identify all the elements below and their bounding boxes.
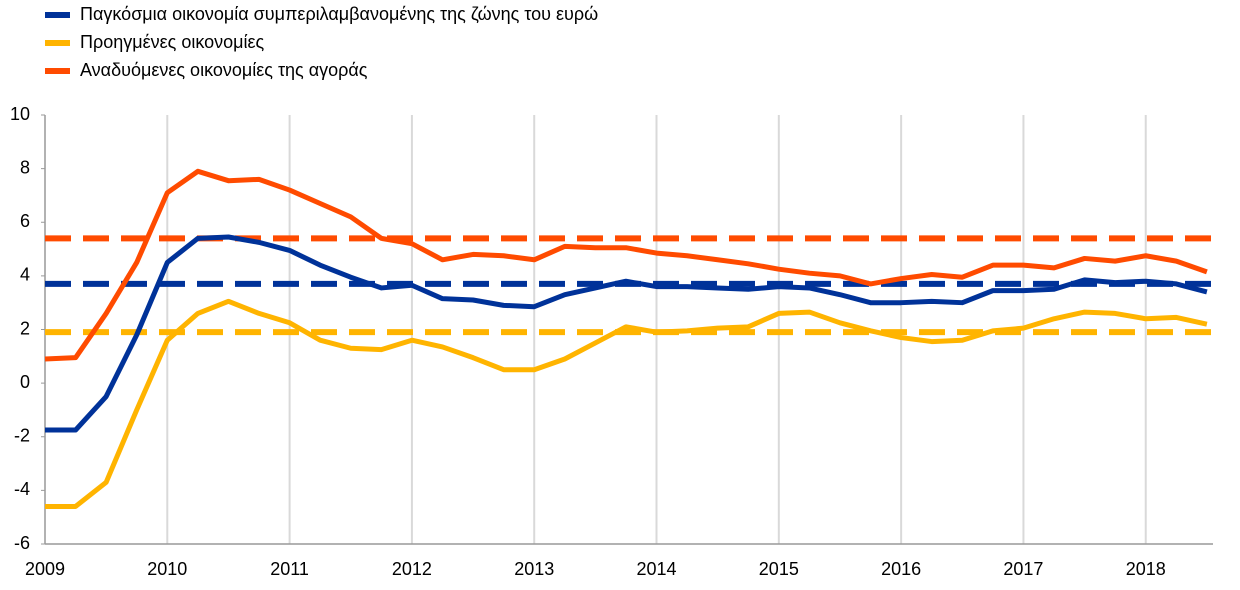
x-tick-label: 2013 (514, 559, 554, 579)
x-tick-label: 2012 (392, 559, 432, 579)
y-tick-label: 4 (20, 265, 30, 285)
x-tick-label: 2010 (147, 559, 187, 579)
y-tick-label: -6 (14, 533, 30, 553)
y-tick-label: 0 (20, 372, 30, 392)
x-tick-label: 2018 (1126, 559, 1166, 579)
x-tick-label: 2009 (25, 559, 65, 579)
legend-label: Αναδυόμενες οικονομίες της αγοράς (80, 60, 368, 80)
series-line (45, 298, 1208, 509)
x-tick-label: 2017 (1003, 559, 1043, 579)
series-line (45, 234, 1208, 433)
y-tick-label: 6 (20, 211, 30, 231)
x-tick-label: 2011 (270, 559, 309, 579)
x-tick-label: 2014 (636, 559, 676, 579)
y-tick-label: 10 (10, 104, 30, 124)
y-tick-label: 8 (20, 157, 30, 177)
legend-label: Παγκόσμια οικονομία συμπεριλαμβανομένης … (80, 4, 598, 24)
legend-label: Προηγμένες οικονομίες (80, 32, 265, 52)
x-tick-label: 2016 (881, 559, 921, 579)
x-tick-label: 2015 (759, 559, 799, 579)
series-line (44, 168, 1208, 362)
y-tick-label: -2 (14, 426, 30, 446)
y-tick-label: 2 (20, 318, 30, 338)
y-tick-label: -4 (14, 479, 30, 499)
